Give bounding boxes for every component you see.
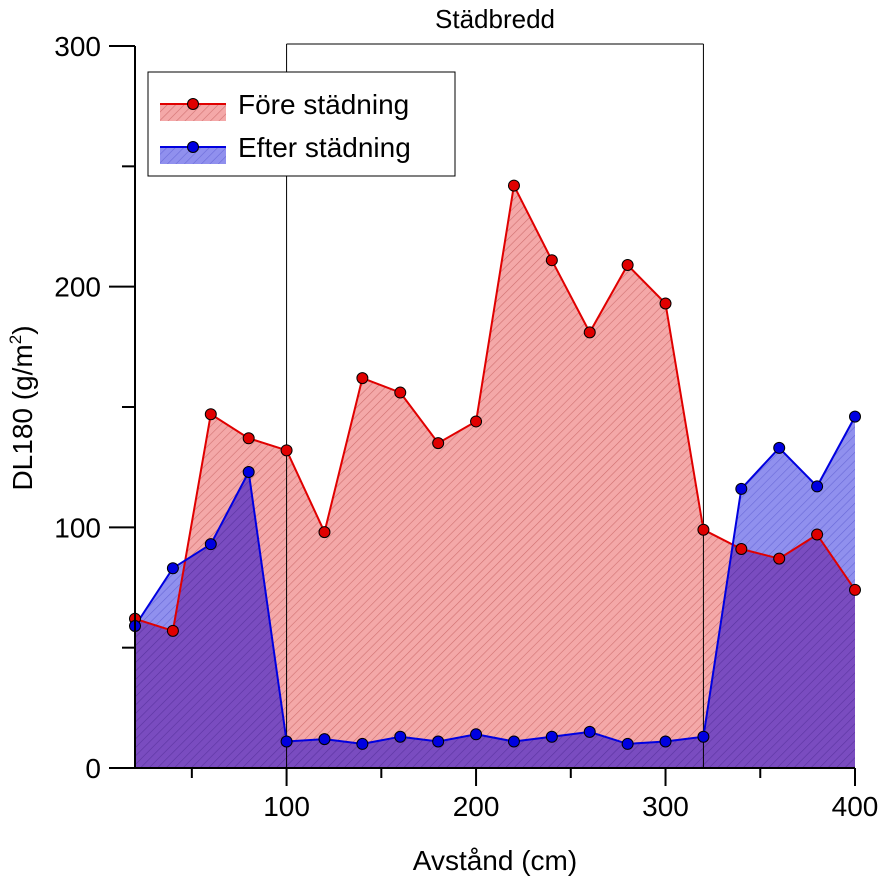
line-after-cleaning: [134, 416, 856, 745]
point-before-cleaning: [166, 624, 179, 637]
point-after-cleaning: [583, 725, 596, 738]
y-axis-title-sup: 2: [6, 335, 25, 344]
x-ticks: 100 200 300 400: [190, 768, 879, 822]
point-after-cleaning: [394, 730, 407, 743]
y-tick-label: 300: [54, 31, 101, 62]
point-before-cleaning: [242, 432, 255, 445]
area-fills: [135, 185, 855, 769]
point-after-cleaning: [242, 465, 255, 478]
y-tick-label: 100: [54, 512, 101, 543]
point-before-cleaning: [204, 408, 217, 421]
point-after-cleaning: [773, 441, 786, 454]
y-axis-title-tail: ): [7, 325, 38, 334]
series-lines: [134, 182, 856, 745]
point-after-cleaning: [470, 728, 483, 741]
y-ticks: 0 100 200 300: [54, 31, 135, 784]
point-after-cleaning: [659, 735, 672, 748]
point-after-cleaning: [280, 735, 293, 748]
point-before-cleaning: [773, 552, 786, 565]
point-after-cleaning: [545, 730, 558, 743]
point-after-cleaning: [204, 538, 217, 551]
point-after-cleaning: [318, 733, 331, 746]
legend-marker-before: [187, 98, 199, 110]
point-before-cleaning: [583, 326, 596, 339]
legend-swatch-before: [160, 104, 226, 121]
point-after-cleaning: [849, 410, 861, 423]
point-before-cleaning: [280, 444, 293, 457]
y-tick-label: 0: [85, 753, 101, 784]
point-before-cleaning: [394, 386, 407, 399]
point-before-cleaning: [470, 415, 483, 428]
point-after-cleaning: [697, 730, 710, 743]
point-before-cleaning: [356, 372, 369, 385]
point-after-cleaning: [811, 480, 824, 493]
area-before-cleaning: [135, 185, 855, 769]
x-tick-label: 100: [263, 791, 310, 822]
point-after-cleaning: [166, 562, 179, 575]
x-axis-title: Avstånd (cm): [413, 845, 577, 876]
axes: 0 100 200 300 100 200 300 400: [54, 31, 878, 822]
point-before-cleaning: [507, 179, 520, 192]
point-before-cleaning: [811, 528, 824, 541]
point-before-cleaning: [735, 542, 748, 555]
points-before-cleaning: [129, 179, 861, 637]
legend: Före städning Efter städning: [147, 71, 456, 177]
point-after-cleaning: [621, 737, 634, 750]
x-tick-label: 400: [832, 791, 879, 822]
point-after-cleaning: [507, 735, 520, 748]
area-overlap: [135, 416, 855, 768]
point-after-cleaning: [356, 737, 369, 750]
point-after-cleaning: [432, 735, 445, 748]
y-tick-label: 200: [54, 272, 101, 303]
y-axis-title-main: DL180 (g/m: [7, 344, 38, 490]
point-before-cleaning: [697, 523, 710, 536]
point-before-cleaning: [621, 259, 634, 272]
line-before-cleaning: [134, 182, 856, 633]
legend-label-after: Efter städning: [238, 132, 411, 163]
legend-marker-after: [187, 141, 199, 153]
y-axis-title: DL180 (g/m2): [6, 325, 38, 490]
legend-swatch-after: [160, 147, 226, 164]
point-before-cleaning: [318, 526, 331, 539]
x-tick-label: 300: [642, 791, 689, 822]
bracket-label: Städbredd: [435, 4, 555, 34]
point-before-cleaning: [849, 583, 861, 596]
point-before-cleaning: [659, 297, 672, 310]
point-before-cleaning: [432, 437, 445, 450]
legend-label-before: Före städning: [238, 89, 409, 120]
point-after-cleaning: [735, 482, 748, 495]
point-before-cleaning: [545, 254, 558, 267]
points-after-cleaning: [129, 410, 861, 750]
x-tick-label: 200: [453, 791, 500, 822]
